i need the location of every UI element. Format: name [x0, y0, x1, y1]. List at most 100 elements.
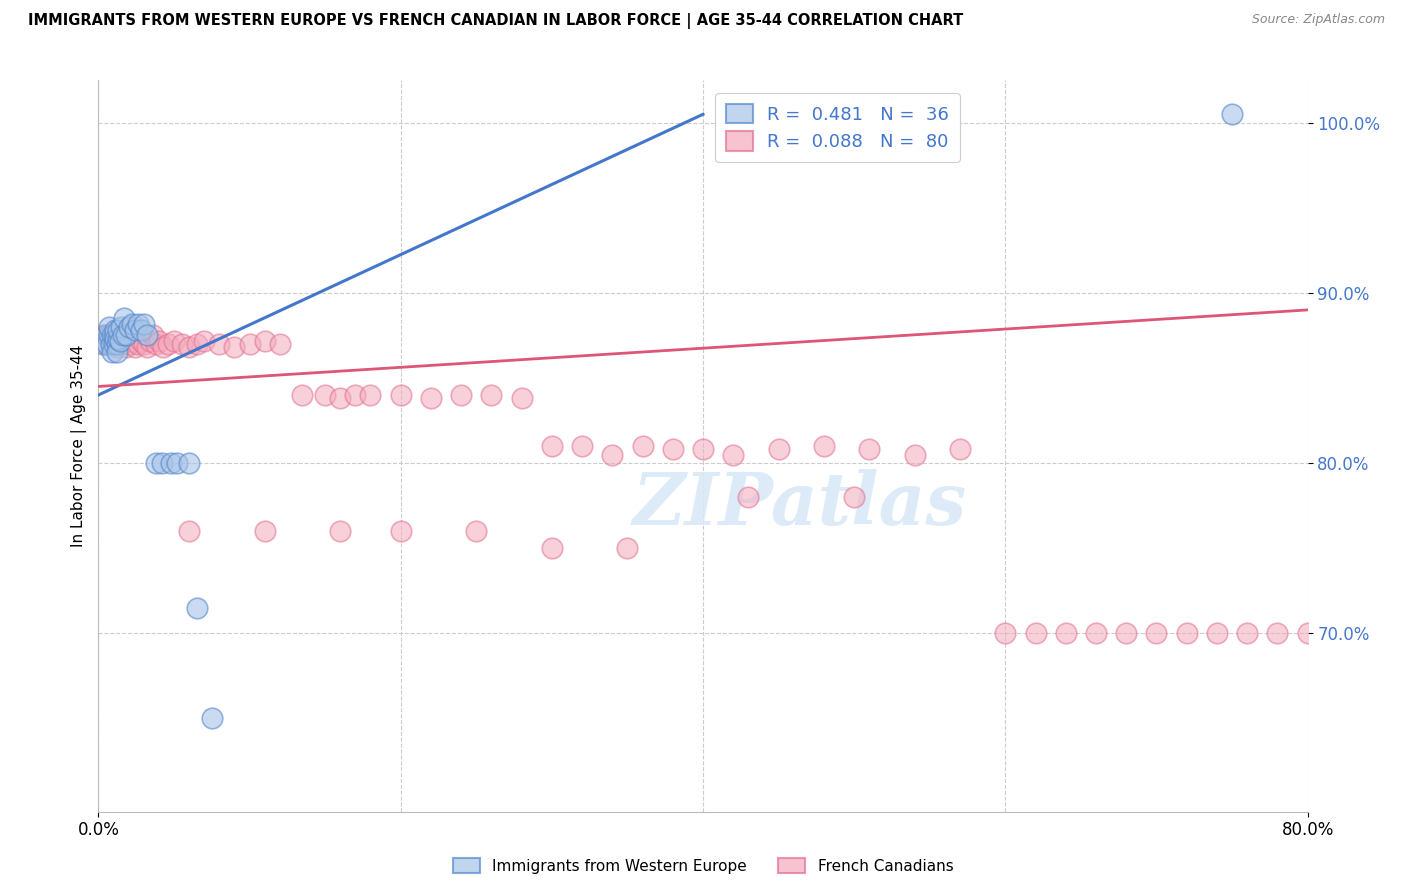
Point: [121, 317, 143, 331]
Point: [110, 320, 132, 334]
Point: [389, 524, 412, 538]
Point: [858, 442, 880, 457]
Point: [142, 328, 165, 343]
Point: [135, 328, 157, 343]
Legend: R =  0.481   N =  36, R =  0.088   N =  80: R = 0.481 N = 36, R = 0.088 N = 80: [714, 93, 960, 161]
Point: [389, 388, 412, 402]
Point: [100, 337, 122, 351]
Point: [737, 490, 759, 504]
Point: [1206, 626, 1229, 640]
Point: [291, 388, 314, 402]
Point: [129, 334, 152, 348]
Point: [166, 456, 188, 470]
Point: [481, 388, 503, 402]
Point: [1220, 107, 1243, 121]
Point: [127, 337, 149, 351]
Point: [360, 388, 382, 402]
Point: [253, 334, 276, 348]
Point: [124, 340, 146, 354]
Point: [540, 439, 562, 453]
Point: [98, 334, 121, 348]
Point: [186, 337, 208, 351]
Point: [253, 524, 276, 538]
Point: [104, 323, 127, 337]
Point: [108, 334, 131, 348]
Point: [111, 328, 134, 343]
Point: [132, 337, 155, 351]
Text: ZIPatlas: ZIPatlas: [633, 469, 967, 540]
Point: [107, 334, 129, 348]
Point: [1024, 626, 1046, 640]
Point: [121, 334, 143, 348]
Point: [844, 490, 866, 504]
Point: [129, 323, 152, 337]
Point: [103, 328, 125, 343]
Point: [813, 439, 835, 453]
Point: [179, 456, 201, 470]
Point: [105, 337, 128, 351]
Point: [91, 328, 114, 343]
Point: [135, 340, 157, 354]
Point: [103, 328, 125, 343]
Point: [150, 456, 173, 470]
Point: [692, 442, 714, 457]
Point: [661, 442, 683, 457]
Point: [616, 541, 638, 555]
Point: [179, 340, 201, 354]
Point: [160, 456, 183, 470]
Legend: Immigrants from Western Europe, French Canadians: Immigrants from Western Europe, French C…: [447, 852, 959, 880]
Point: [1144, 626, 1167, 640]
Point: [904, 448, 927, 462]
Point: [94, 328, 117, 343]
Point: [107, 332, 129, 346]
Point: [94, 328, 117, 343]
Point: [148, 334, 170, 348]
Point: [179, 524, 201, 538]
Point: [224, 340, 246, 354]
Point: [103, 337, 125, 351]
Point: [1236, 626, 1258, 640]
Point: [465, 524, 488, 538]
Point: [450, 388, 472, 402]
Point: [101, 334, 124, 348]
Point: [111, 334, 134, 348]
Point: [112, 311, 135, 326]
Y-axis label: In Labor Force | Age 35-44: In Labor Force | Age 35-44: [72, 345, 87, 547]
Point: [239, 337, 262, 351]
Point: [96, 337, 118, 351]
Point: [132, 317, 155, 331]
Point: [93, 337, 115, 351]
Point: [96, 337, 118, 351]
Point: [145, 456, 167, 470]
Point: [1175, 626, 1198, 640]
Point: [1267, 626, 1289, 640]
Point: [124, 323, 146, 337]
Point: [101, 328, 124, 343]
Point: [100, 337, 122, 351]
Point: [118, 320, 141, 334]
Point: [510, 392, 533, 406]
Point: [768, 442, 790, 457]
Point: [114, 340, 136, 354]
Point: [994, 626, 1017, 640]
Point: [118, 337, 141, 351]
Point: [105, 340, 128, 354]
Point: [170, 337, 193, 351]
Point: [139, 334, 162, 348]
Point: [107, 323, 129, 337]
Point: [723, 448, 745, 462]
Point: [631, 439, 654, 453]
Point: [110, 328, 132, 343]
Point: [105, 345, 128, 359]
Point: [949, 442, 972, 457]
Point: [127, 317, 149, 331]
Point: [193, 334, 215, 348]
Point: [98, 328, 121, 343]
Point: [329, 392, 352, 406]
Point: [1085, 626, 1108, 640]
Point: [108, 337, 131, 351]
Text: IMMIGRANTS FROM WESTERN EUROPE VS FRENCH CANADIAN IN LABOR FORCE | AGE 35-44 COR: IMMIGRANTS FROM WESTERN EUROPE VS FRENCH…: [28, 13, 963, 29]
Point: [344, 388, 367, 402]
Point: [145, 337, 167, 351]
Point: [1115, 626, 1137, 640]
